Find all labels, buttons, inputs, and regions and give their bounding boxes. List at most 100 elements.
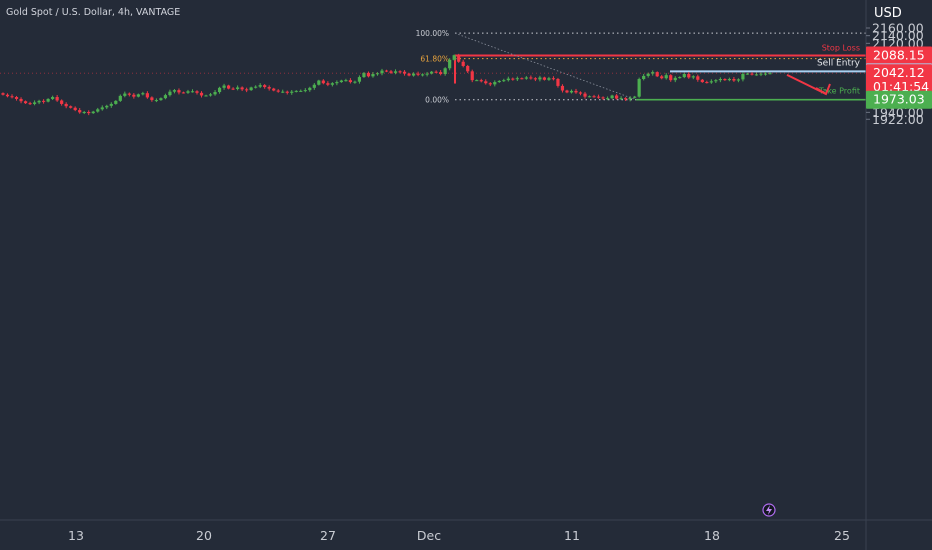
candle-body xyxy=(371,74,375,77)
candle-body xyxy=(317,80,321,85)
candle-body xyxy=(51,97,55,99)
candle-body xyxy=(389,71,393,73)
candle-body xyxy=(240,87,244,90)
candle-body xyxy=(560,85,565,91)
candle-body xyxy=(754,74,759,76)
candle-body xyxy=(484,81,488,84)
candle-body xyxy=(55,97,59,101)
candle-body xyxy=(150,97,154,101)
candle-body xyxy=(222,85,226,88)
candle-body xyxy=(768,73,772,75)
candle-body xyxy=(330,83,334,85)
candle-body xyxy=(448,59,452,69)
candle-body xyxy=(425,73,429,75)
candle-body xyxy=(506,78,510,81)
candle-body xyxy=(682,74,686,78)
candle-body xyxy=(497,80,501,83)
candle-body xyxy=(91,111,95,114)
x-tick-label: 25 xyxy=(834,528,850,543)
candle-body xyxy=(596,96,601,98)
candle-body xyxy=(524,77,528,79)
candle-body xyxy=(177,90,181,93)
candle-body xyxy=(714,80,718,82)
candle-body xyxy=(69,106,73,108)
candle-body xyxy=(578,92,583,94)
candle-body xyxy=(186,91,190,93)
candle-body xyxy=(105,105,109,108)
candle-body xyxy=(245,89,249,91)
overlays xyxy=(0,32,866,517)
y-tick-label: 1922.00 xyxy=(872,112,924,127)
candle-body xyxy=(1,93,5,95)
take-profit-label: Take Profit xyxy=(818,87,860,96)
candle-body xyxy=(551,78,556,80)
candle-body xyxy=(127,93,131,95)
y-tick-label: 2140.00 xyxy=(872,28,924,43)
candle-body xyxy=(520,78,524,80)
price-axis[interactable]: 2160.002140.002120.002100.002080.002060.… xyxy=(865,0,932,550)
currency-label[interactable]: USD xyxy=(874,6,902,21)
take-profit-price-tag[interactable] xyxy=(866,90,932,109)
fib-ray xyxy=(454,32,637,101)
stop-loss-price-tag[interactable] xyxy=(866,46,932,65)
candle-body xyxy=(123,93,127,96)
x-tick-label: 13 xyxy=(68,528,84,543)
candle-body xyxy=(384,70,389,72)
candle-body xyxy=(709,81,713,83)
candle-body xyxy=(411,73,416,76)
projection-arrow-head xyxy=(815,83,831,96)
candle-body xyxy=(457,55,461,62)
candle-body xyxy=(763,73,768,75)
candle-body xyxy=(434,71,438,73)
candle-body xyxy=(398,71,402,73)
candle-body xyxy=(118,95,122,101)
candle-body xyxy=(727,79,731,81)
candle-body xyxy=(267,87,271,89)
candle-body xyxy=(628,97,632,100)
candle-body xyxy=(114,100,118,104)
candle-body xyxy=(87,111,91,114)
candle-body xyxy=(565,90,569,93)
candle-body xyxy=(601,97,605,99)
candle-body xyxy=(64,103,68,107)
candle-body xyxy=(231,88,235,90)
current-price-tag-text: 01:41:54 xyxy=(873,79,929,94)
current-price-tag[interactable] xyxy=(866,64,932,97)
candle-body xyxy=(294,90,298,92)
candle-body xyxy=(696,76,700,80)
sell-entry-label: Sell Entry xyxy=(817,58,861,68)
candle-body xyxy=(470,71,474,81)
take-profit-price-tag-text: 1973.03 xyxy=(873,92,925,107)
candle-body xyxy=(163,95,168,99)
candle-body xyxy=(574,90,578,93)
candle-body xyxy=(515,78,519,80)
time-axis[interactable]: 13 20 27 Dec 11 18 25 xyxy=(0,519,932,543)
candle-body xyxy=(96,109,100,112)
candle-body xyxy=(664,75,668,79)
x-tick-label: 11 xyxy=(564,528,580,543)
candle-body xyxy=(407,73,411,76)
candle-body xyxy=(276,90,280,92)
candle-body xyxy=(141,93,145,95)
candle-body xyxy=(312,84,316,88)
candle-body xyxy=(159,98,163,101)
candle-body xyxy=(78,110,82,113)
candle-body xyxy=(745,73,750,75)
candle-body xyxy=(366,72,371,77)
candle-body xyxy=(420,74,425,76)
candle-body xyxy=(172,90,177,92)
candle-body xyxy=(19,98,23,102)
candle-body xyxy=(542,77,547,80)
candle-body xyxy=(100,107,104,110)
candle-body xyxy=(633,96,637,98)
fib-levels: 100.00% 61.80% 0.00% xyxy=(416,29,866,105)
candle-body xyxy=(443,68,447,75)
candle-body xyxy=(583,93,587,97)
candle-body xyxy=(357,77,362,82)
candle-body xyxy=(46,98,50,102)
candle-body xyxy=(718,79,722,81)
candles xyxy=(1,53,772,116)
trade-levels[interactable]: Stop Loss Sell Entry Take Profit xyxy=(454,44,866,101)
